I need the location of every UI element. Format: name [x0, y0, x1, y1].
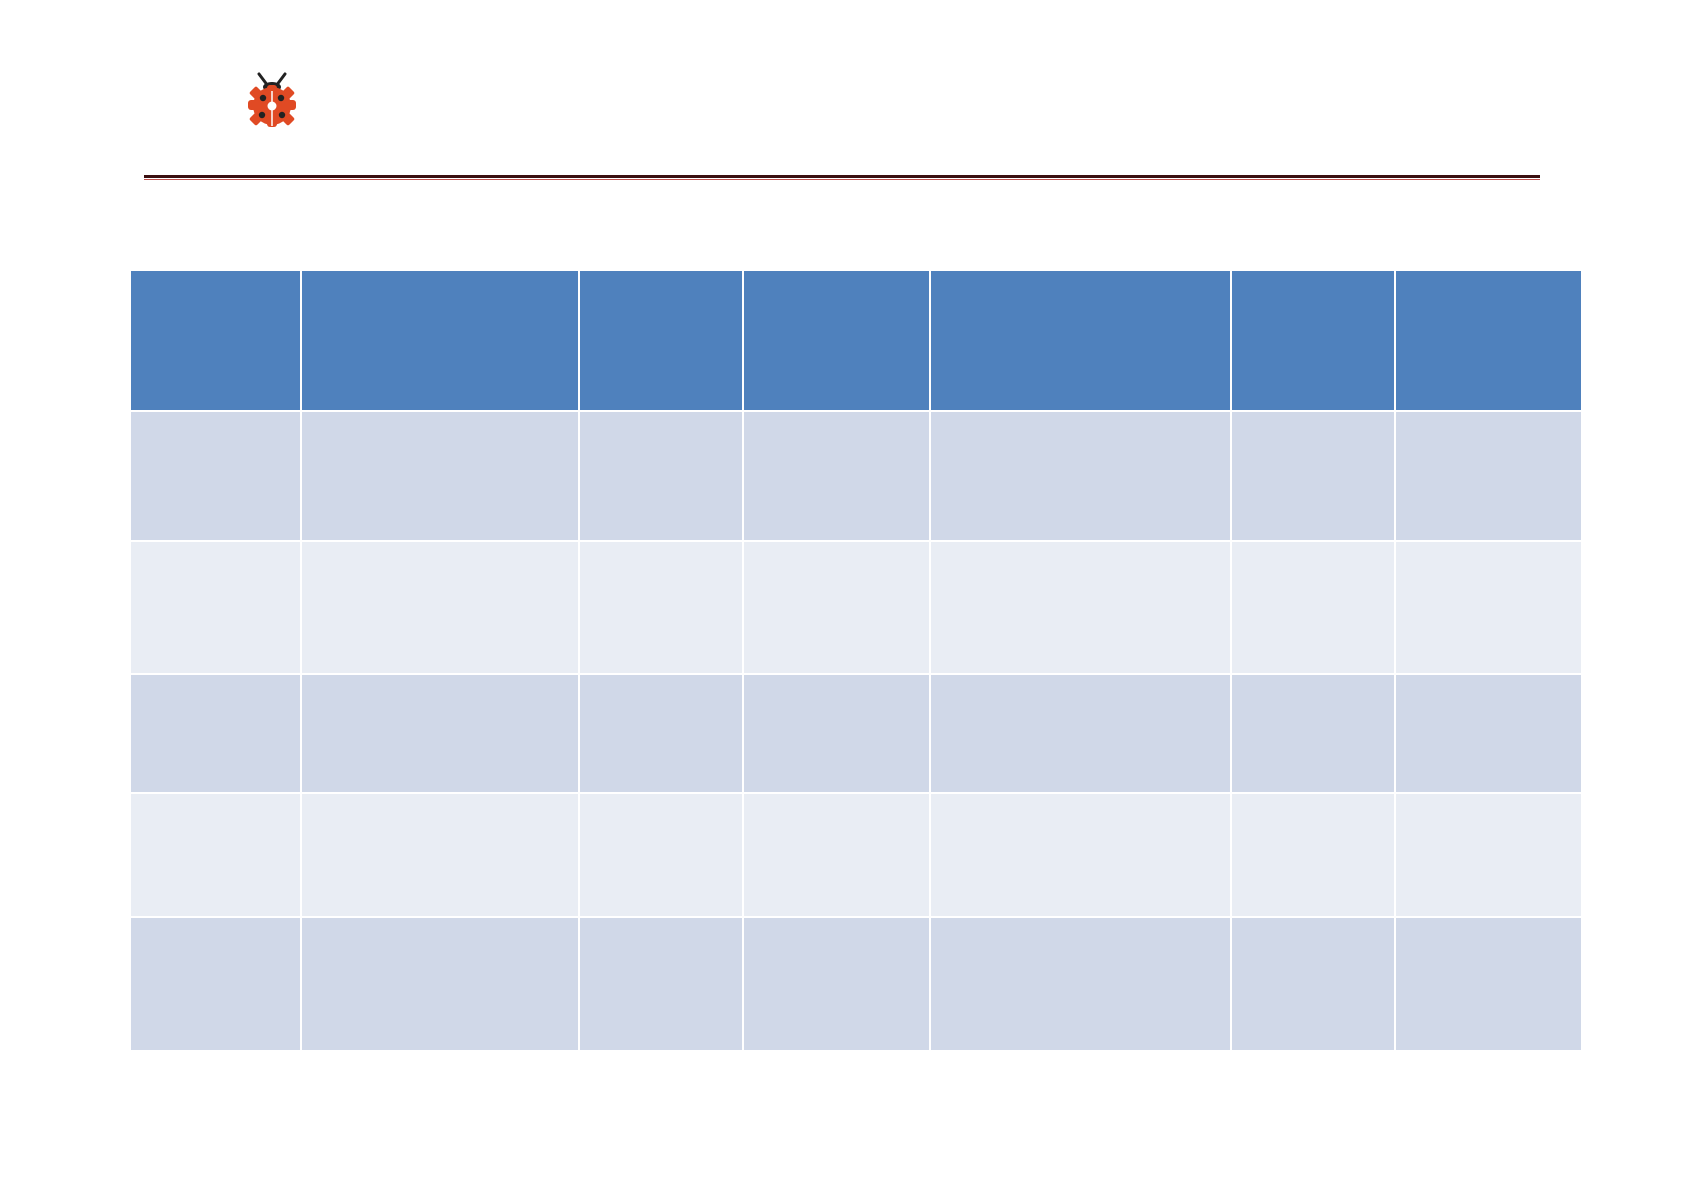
- table-cell: [1396, 675, 1581, 792]
- table-cell: [744, 412, 929, 540]
- table-cell: [302, 675, 578, 792]
- header-cell: [744, 271, 929, 410]
- table-cell: [744, 542, 929, 673]
- header-cell: [931, 271, 1230, 410]
- table-cell: [580, 412, 742, 540]
- table-cell: [1396, 412, 1581, 540]
- table-cell: [131, 794, 300, 916]
- table-cell: [131, 918, 300, 1050]
- header-cell: [1396, 271, 1581, 410]
- table-cell: [1232, 542, 1394, 673]
- table-cell: [1396, 542, 1581, 673]
- header-cell: [580, 271, 742, 410]
- table-cell: [580, 542, 742, 673]
- table-cell: [580, 794, 742, 916]
- header-cell: [302, 271, 578, 410]
- header-rule: [144, 175, 1540, 180]
- table-cell: [931, 412, 1230, 540]
- table-cell: [931, 918, 1230, 1050]
- table-cell: [580, 918, 742, 1050]
- table-cell: [1396, 918, 1581, 1050]
- table-cell: [580, 675, 742, 792]
- table-cell: [744, 675, 929, 792]
- table-cell: [1232, 794, 1394, 916]
- table-cell: [1232, 918, 1394, 1050]
- logo: [248, 72, 296, 127]
- table-cell: [1232, 412, 1394, 540]
- table-cell: [302, 794, 578, 916]
- table-cell: [1396, 794, 1581, 916]
- table-cell: [744, 918, 929, 1050]
- table-cell: [1232, 675, 1394, 792]
- table-cell: [302, 542, 578, 673]
- table-cell: [931, 675, 1230, 792]
- table-cell: [931, 542, 1230, 673]
- table: [131, 271, 1581, 1050]
- table-cell: [931, 794, 1230, 916]
- table-cell: [131, 542, 300, 673]
- table-cell: [131, 675, 300, 792]
- table-cell: [131, 412, 300, 540]
- header-cell: [131, 271, 300, 410]
- header-cell: [1232, 271, 1394, 410]
- table-cell: [744, 794, 929, 916]
- table-cell: [302, 918, 578, 1050]
- table-cell: [302, 412, 578, 540]
